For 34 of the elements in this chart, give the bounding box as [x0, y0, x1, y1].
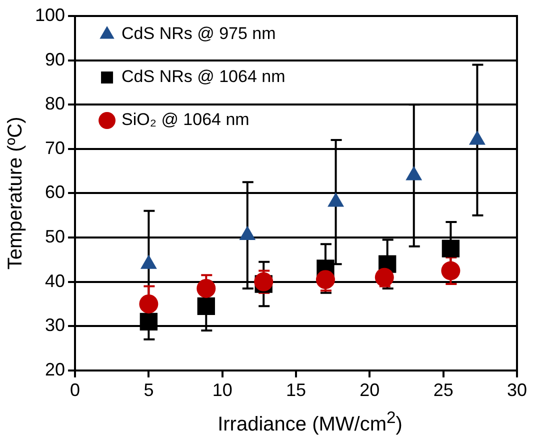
x-tick-label: 10 — [212, 380, 232, 400]
point — [374, 268, 394, 288]
x-tick-label: 15 — [286, 380, 306, 400]
point — [406, 166, 422, 180]
x-tick-label: 30 — [506, 380, 528, 400]
legend-label: SiO₂ @ 1064 nm — [122, 110, 250, 130]
y-tick-label: 80 — [45, 94, 66, 114]
point — [328, 192, 344, 207]
y-tick-label: 90 — [45, 49, 66, 70]
x-tick-label: 20 — [360, 380, 380, 400]
point — [139, 294, 158, 314]
point — [441, 261, 460, 280]
point — [468, 130, 486, 145]
point — [442, 240, 460, 258]
point — [196, 278, 216, 298]
y-tick-label: 60 — [45, 182, 66, 202]
x-tick-label: 5 — [144, 380, 154, 400]
y-tick-label: 20 — [45, 359, 66, 380]
x-axis-title: Irradiance (MW/cm$^{2}$) — [216, 408, 404, 437]
legend-label: CdS NRs @ 975 nm — [122, 24, 276, 44]
point — [197, 297, 215, 316]
y-axis-title: Temperature (ºC) — [4, 116, 27, 270]
point — [140, 312, 158, 331]
y-tick-label: 70 — [45, 138, 66, 158]
x-tick-label: 0 — [70, 380, 80, 400]
x-tick-label: 25 — [433, 380, 454, 400]
y-tick-label: 30 — [45, 315, 66, 336]
point — [239, 226, 256, 240]
legend-label: CdS NRs @ 1064 nm — [122, 67, 286, 86]
y-tick-label: 50 — [45, 226, 66, 246]
point — [316, 270, 335, 290]
y-tick-label: 100 — [34, 4, 66, 25]
point — [254, 272, 274, 292]
y-tick-label: 40 — [45, 270, 66, 291]
